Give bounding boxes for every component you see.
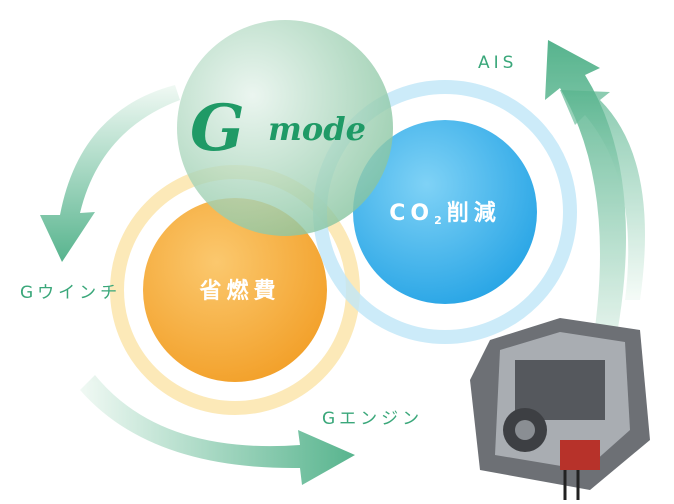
- engine-image: [470, 318, 650, 500]
- label: Gエンジン: [322, 409, 423, 429]
- logo-text: mode: [268, 110, 366, 148]
- label-main: CO: [389, 201, 434, 226]
- label: AIS: [478, 53, 517, 73]
- label-sub: 2: [434, 214, 447, 227]
- node-label: 省燃費: [198, 278, 280, 304]
- label-tail: 削減: [447, 201, 501, 226]
- diagram: G mode 省燃費 CO2削減 AIS Gウインチ Gエンジン: [0, 0, 674, 504]
- label: Gウインチ: [20, 283, 121, 303]
- logo-initial: G: [190, 91, 245, 166]
